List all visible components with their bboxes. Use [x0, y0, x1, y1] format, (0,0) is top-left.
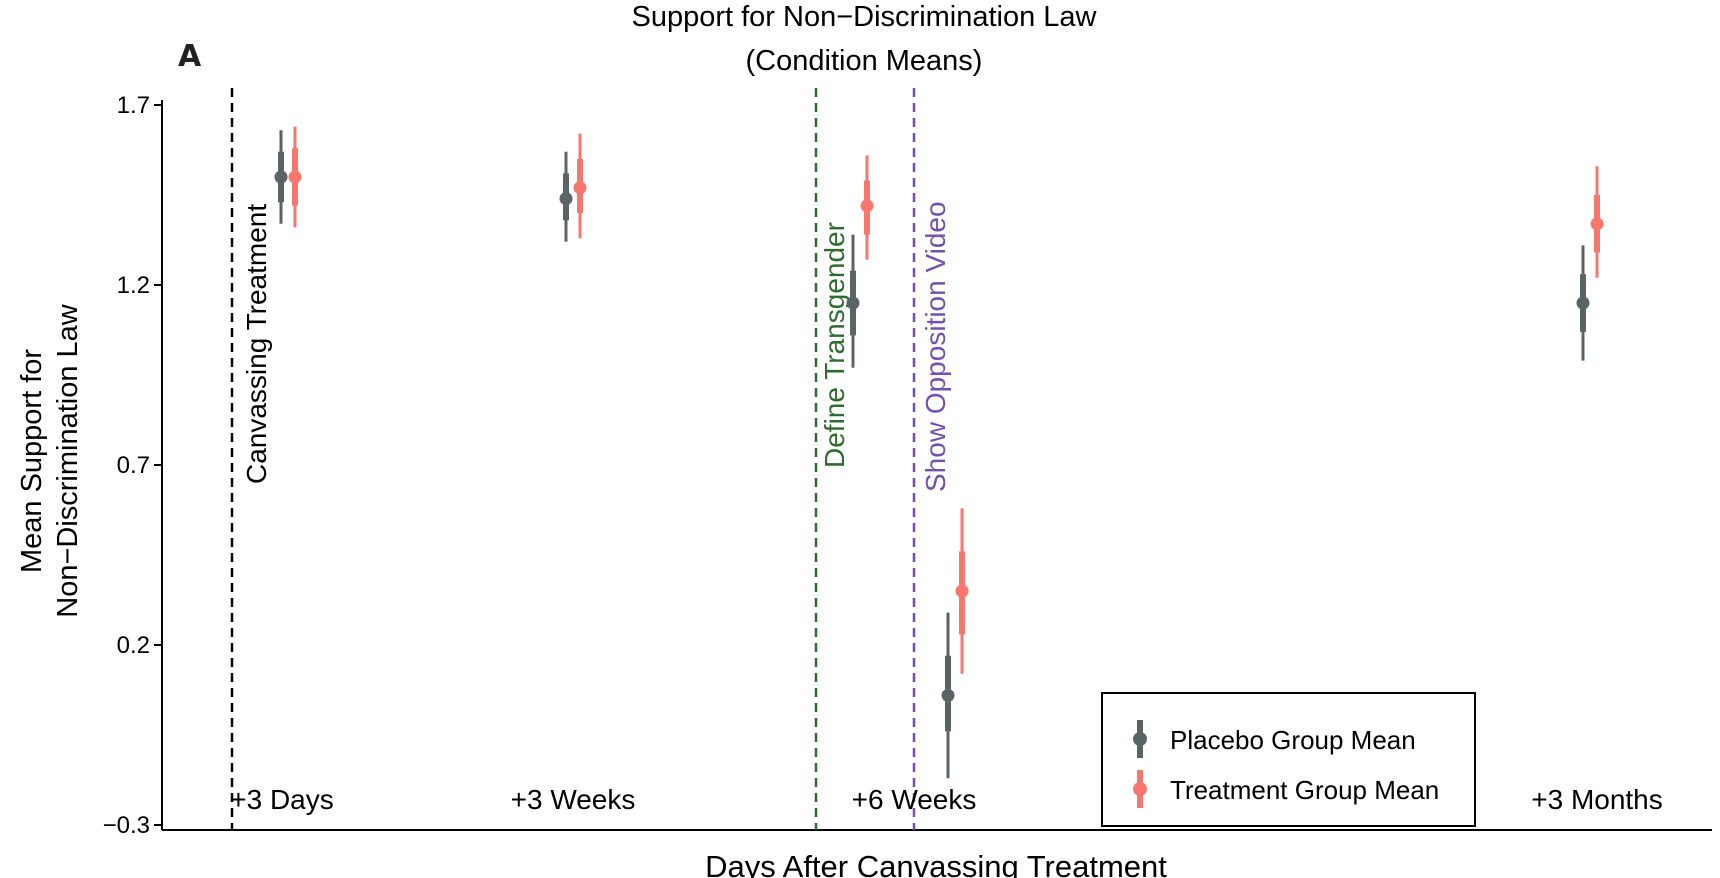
legend-placebo-marker	[1133, 732, 1147, 746]
legend: Placebo Group Mean Treatment Group Mean	[1101, 692, 1476, 827]
time-point-label: +3 Days	[230, 784, 334, 815]
event-line-label: Define Transgender	[819, 222, 850, 468]
legend-treatment-label: Treatment Group Mean	[1170, 775, 1439, 805]
mean-point	[1590, 217, 1604, 231]
plot-area: −0.3 0.2 0.7 1.2 1.7 Canvassing Treatment Defi…	[103, 88, 1712, 839]
mean-point	[846, 296, 860, 310]
mean-point	[955, 584, 969, 598]
y-tick-label: −0.3	[103, 812, 150, 839]
time-point-label: +6 Weeks	[852, 784, 977, 815]
event-line-label: Show Opposition Video	[920, 201, 951, 492]
y-tick-label: 0.7	[117, 452, 150, 479]
legend-box	[1101, 692, 1476, 827]
y-tick-label: 1.2	[117, 272, 150, 299]
mean-point	[573, 181, 587, 195]
mean-point	[941, 688, 955, 702]
mean-point	[860, 199, 874, 213]
y-axis-label-line2: Non−Discrimination Law	[52, 303, 84, 618]
mean-point	[274, 170, 288, 184]
legend-treatment-marker	[1133, 782, 1147, 796]
y-tick-label: 0.2	[117, 632, 150, 659]
event-line-label: Canvassing Treatment	[241, 204, 272, 484]
chart-title: Support for Non−Discrimination Law	[631, 1, 1097, 33]
time-point-label: +3 Weeks	[511, 784, 636, 815]
mean-point	[1576, 296, 1590, 310]
panel-label: A	[178, 39, 202, 74]
mean-point	[288, 170, 302, 184]
chart-subtitle: (Condition Means)	[746, 45, 983, 77]
mean-point	[559, 192, 573, 206]
y-axis-label-line1: Mean Support for	[16, 349, 48, 573]
legend-placebo-label: Placebo Group Mean	[1170, 725, 1416, 755]
y-tick-label: 1.7	[117, 92, 150, 119]
x-axis-label: Days After Canvassing Treatment	[705, 849, 1167, 878]
time-point-label: +3 Months	[1531, 784, 1663, 815]
